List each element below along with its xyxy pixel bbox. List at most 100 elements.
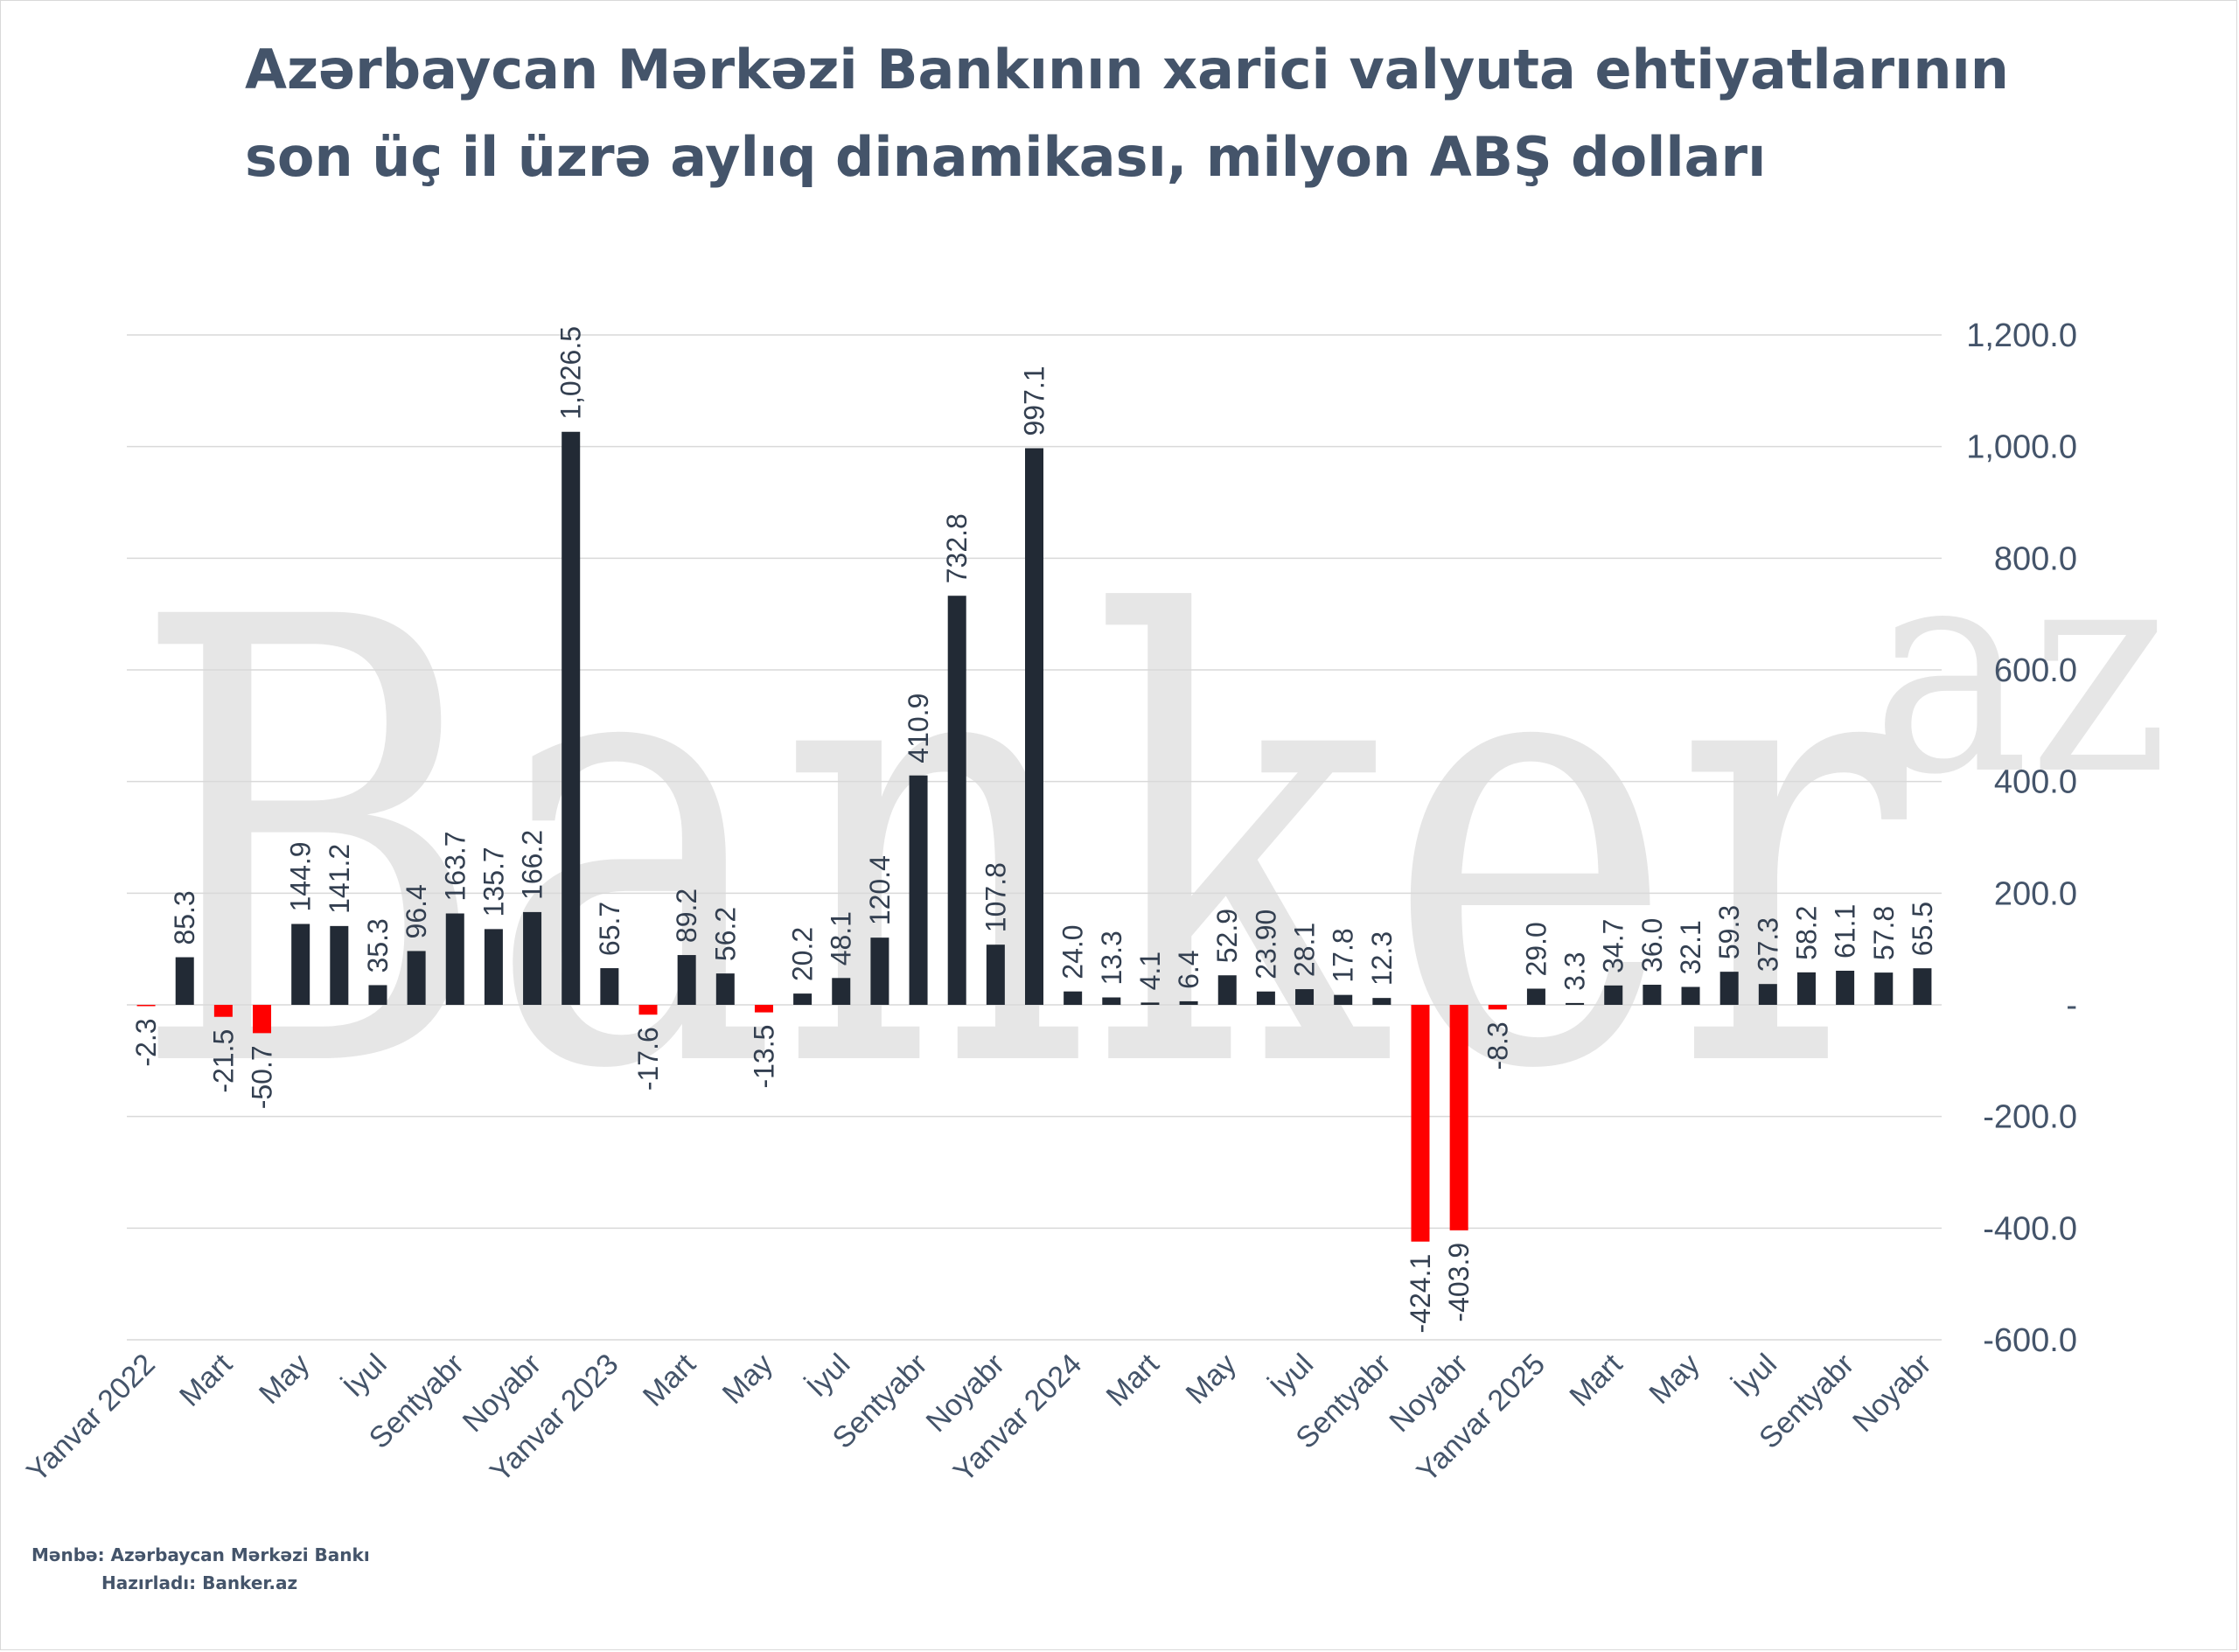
- bar: [368, 985, 387, 1005]
- bar: [870, 938, 889, 1005]
- data-label: 35.3: [362, 918, 394, 972]
- x-tick-label: Noyabr: [1846, 1348, 1937, 1439]
- bar: [832, 978, 851, 1005]
- y-tick-label: -200.0: [1983, 1099, 2077, 1136]
- bar: [1025, 448, 1043, 1005]
- bar: [947, 596, 966, 1005]
- data-label: 58.2: [1790, 906, 1822, 960]
- data-label: 85.3: [169, 890, 200, 944]
- bar: [1643, 985, 1662, 1005]
- data-label: 163.7: [439, 831, 471, 901]
- data-labels: -2.3 85.3 -21.5 -50.7 144.9 141.235.396.4163.…: [130, 326, 1938, 1333]
- bar: [1681, 986, 1700, 1005]
- bar: [1179, 1000, 1198, 1005]
- bar: [1217, 975, 1237, 1005]
- bar: [1796, 972, 1816, 1005]
- chart-title: Azərbaycan Mərkəzi Bankının xarici valyu…: [245, 38, 2009, 189]
- bar: [1874, 972, 1894, 1005]
- bar: [1334, 994, 1353, 1005]
- data-label: 37.3: [1752, 917, 1783, 972]
- bar: [1719, 972, 1739, 1005]
- data-label: 144.9: [285, 841, 317, 911]
- bar: [445, 913, 464, 1005]
- y-axis: 1,200.0 1,000.0 800.0 600.0 400.0 200.0 - -200.…: [1966, 317, 2077, 1359]
- data-label: 1,026.5: [555, 326, 587, 420]
- bar: [754, 1005, 773, 1013]
- footer: Mənbə: Azərbaycan Mərkəzi Bankı Hazırlad…: [31, 1541, 370, 1597]
- bar: [600, 968, 619, 1005]
- bar: [677, 955, 696, 1005]
- data-label: 57.8: [1868, 906, 1900, 960]
- bar: [523, 911, 542, 1005]
- data-label: 24.0: [1057, 924, 1089, 979]
- bar: [986, 944, 1005, 1005]
- data-label: -13.5: [748, 1025, 779, 1089]
- bar: [213, 1005, 233, 1017]
- data-label: 135.7: [478, 847, 509, 917]
- data-label: 3.3: [1559, 951, 1591, 990]
- y-tick-label: -600.0: [1983, 1322, 2077, 1359]
- source-note: Mənbə: Azərbaycan Mərkəzi Bankı: [31, 1544, 370, 1565]
- data-label: 12.3: [1366, 931, 1398, 986]
- x-tick-label: İyul: [1727, 1348, 1783, 1404]
- bar: [291, 924, 310, 1005]
- x-tick-label: İyul: [800, 1348, 856, 1404]
- bar: [1372, 998, 1392, 1005]
- gridlines: [127, 334, 1942, 1341]
- data-label: 61.1: [1830, 904, 1861, 958]
- bar: [1449, 1005, 1468, 1230]
- data-label: 17.8: [1328, 928, 1359, 982]
- data-label: 732.8: [941, 513, 973, 583]
- data-label: 166.2: [517, 830, 548, 900]
- bar: [407, 951, 426, 1005]
- x-tick-label: May: [1180, 1348, 1243, 1411]
- bar: [793, 993, 813, 1005]
- bar: [1140, 1002, 1160, 1005]
- bar: [1102, 997, 1121, 1005]
- x-tick-label: Mart: [173, 1347, 239, 1412]
- y-tick-label: 400.0: [1994, 764, 2077, 801]
- y-tick-label: 200.0: [1994, 875, 2077, 912]
- bar: [561, 431, 581, 1005]
- data-label: 59.3: [1713, 905, 1745, 959]
- x-tick-label: Mart: [1563, 1347, 1629, 1412]
- bar: [1488, 1005, 1507, 1010]
- x-tick-label: Mart: [637, 1347, 702, 1412]
- bar: [1295, 989, 1315, 1005]
- data-label: 410.9: [903, 694, 934, 763]
- data-label: 34.7: [1598, 919, 1629, 973]
- data-label: 4.1: [1134, 951, 1166, 990]
- x-tick-label: Yanvar 2022: [20, 1348, 161, 1488]
- x-tick-label: Mart: [1100, 1347, 1166, 1412]
- data-label: 48.1: [826, 911, 857, 965]
- data-label: 32.1: [1675, 920, 1706, 974]
- data-label: -8.3: [1482, 1021, 1513, 1070]
- data-label: 997.1: [1019, 366, 1050, 436]
- bar: [175, 957, 194, 1005]
- y-tick-label: -400.0: [1983, 1210, 2077, 1247]
- bar: [715, 973, 735, 1005]
- x-tick-label: May: [1643, 1348, 1705, 1411]
- data-label: 29.0: [1520, 922, 1552, 976]
- bar: [484, 929, 503, 1005]
- data-label: 23.90: [1250, 910, 1281, 979]
- bar: [1836, 970, 1855, 1005]
- x-tick-label: May: [716, 1348, 779, 1411]
- data-label: -50.7: [247, 1045, 278, 1109]
- data-label: 65.5: [1907, 902, 1938, 956]
- prepared-by-note: Hazırladı: Banker.az: [101, 1572, 298, 1593]
- data-label: 107.8: [980, 862, 1011, 932]
- data-label: -2.3: [130, 1018, 162, 1066]
- bar: [909, 775, 928, 1005]
- y-tick-label: 600.0: [1994, 652, 2077, 689]
- bar: [1758, 984, 1777, 1005]
- data-label: 52.9: [1211, 909, 1243, 963]
- data-label: 6.4: [1173, 950, 1204, 988]
- bar: [1526, 988, 1545, 1005]
- bar: [1064, 991, 1083, 1005]
- data-label: 20.2: [787, 927, 819, 981]
- y-tick-label: 800.0: [1994, 540, 2077, 577]
- data-label: 13.3: [1096, 931, 1127, 985]
- data-label: 65.7: [594, 902, 625, 956]
